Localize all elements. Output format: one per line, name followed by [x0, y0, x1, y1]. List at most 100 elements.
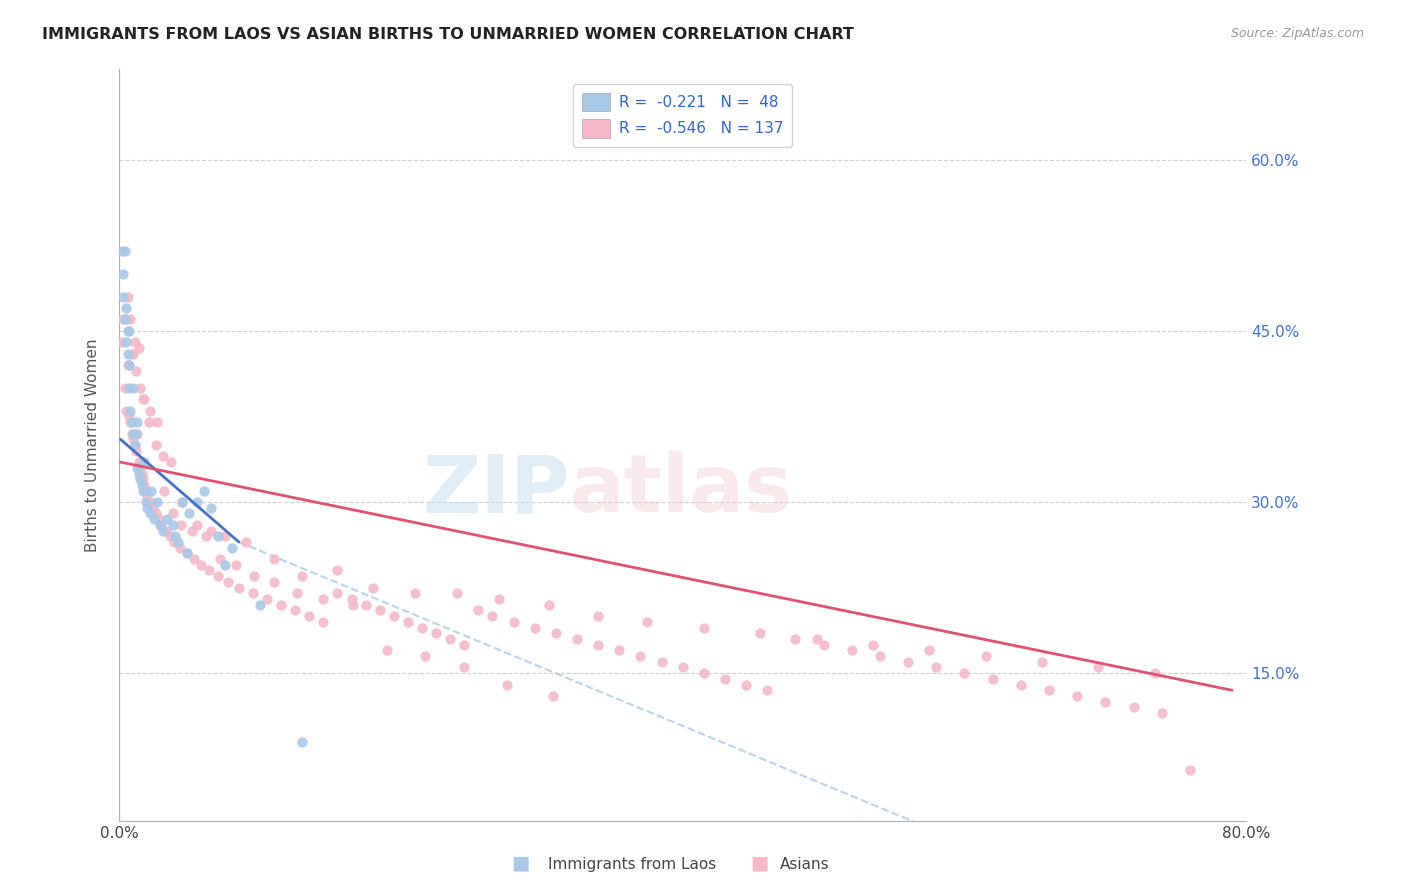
Point — [125, 364, 148, 378]
Point — [263, 552, 285, 566]
Text: Immigrants from Laos: Immigrants from Laos — [548, 857, 717, 872]
Point — [200, 524, 222, 538]
Point — [242, 586, 264, 600]
Point — [368, 603, 391, 617]
Point — [176, 546, 198, 560]
Point — [628, 648, 651, 663]
Point — [361, 581, 384, 595]
Point — [181, 524, 204, 538]
Point — [541, 689, 564, 703]
Y-axis label: Births to Unmarried Women: Births to Unmarried Women — [86, 338, 100, 552]
Point — [146, 495, 169, 509]
Point — [115, 312, 138, 326]
Point — [186, 495, 208, 509]
Point — [1178, 763, 1201, 777]
Point — [162, 517, 184, 532]
Point — [326, 564, 349, 578]
Point — [375, 643, 398, 657]
Text: atlas: atlas — [569, 451, 793, 529]
Point — [152, 450, 174, 464]
Point — [256, 592, 278, 607]
Point — [207, 529, 229, 543]
Point — [124, 438, 146, 452]
Point — [114, 244, 136, 258]
Point — [806, 632, 828, 646]
Point — [862, 638, 884, 652]
Point — [841, 643, 863, 657]
Point — [112, 312, 135, 326]
Point — [139, 495, 162, 509]
Point — [139, 507, 162, 521]
Point — [756, 683, 779, 698]
Point — [693, 620, 716, 634]
Point — [128, 341, 150, 355]
Point — [672, 660, 695, 674]
Point — [263, 574, 285, 589]
Point — [122, 347, 145, 361]
Point — [495, 677, 517, 691]
Point — [291, 734, 314, 748]
Point — [114, 381, 136, 395]
Point — [636, 615, 658, 629]
Point — [195, 529, 218, 543]
Point — [172, 495, 194, 509]
Point — [411, 620, 433, 634]
Point — [586, 609, 609, 624]
Point — [502, 615, 524, 629]
Point — [141, 483, 163, 498]
Point — [404, 586, 426, 600]
Point — [129, 381, 152, 395]
Point — [160, 455, 183, 469]
Point — [145, 438, 167, 452]
Point — [120, 403, 142, 417]
Point — [124, 335, 146, 350]
Point — [111, 244, 134, 258]
Point — [198, 564, 221, 578]
Point — [163, 535, 186, 549]
Point — [714, 672, 737, 686]
Point — [298, 609, 321, 624]
Point — [139, 403, 162, 417]
Point — [1031, 655, 1053, 669]
Point — [217, 574, 239, 589]
Point — [122, 381, 145, 395]
Point — [135, 483, 157, 498]
Point — [270, 598, 292, 612]
Point — [117, 290, 139, 304]
Point — [925, 660, 948, 674]
Point — [312, 615, 335, 629]
Point — [291, 569, 314, 583]
Point — [148, 512, 170, 526]
Text: IMMIGRANTS FROM LAOS VS ASIAN BIRTHS TO UNMARRIED WOMEN CORRELATION CHART: IMMIGRANTS FROM LAOS VS ASIAN BIRTHS TO … — [42, 27, 853, 42]
Point — [813, 638, 835, 652]
Point — [650, 655, 672, 669]
Point — [131, 478, 153, 492]
Point — [117, 324, 139, 338]
Point — [607, 643, 630, 657]
Point — [396, 615, 419, 629]
Point — [228, 581, 250, 595]
Point — [183, 552, 205, 566]
Point — [115, 403, 138, 417]
Point — [127, 426, 149, 441]
Point — [382, 609, 405, 624]
Point — [235, 535, 257, 549]
Legend: R =  -0.221   N =  48, R =  -0.546   N = 137: R = -0.221 N = 48, R = -0.546 N = 137 — [572, 84, 793, 147]
Point — [1143, 666, 1166, 681]
Point — [467, 603, 489, 617]
Point — [193, 483, 215, 498]
Point — [111, 335, 134, 350]
Point — [413, 648, 436, 663]
Point — [125, 443, 148, 458]
Point — [169, 541, 191, 555]
Point — [142, 500, 165, 515]
Point — [149, 517, 172, 532]
Point — [115, 301, 138, 315]
Point — [159, 529, 181, 543]
Point — [285, 586, 308, 600]
Point — [167, 535, 190, 549]
Point — [172, 495, 194, 509]
Point — [249, 598, 271, 612]
Point — [156, 512, 179, 526]
Point — [974, 648, 997, 663]
